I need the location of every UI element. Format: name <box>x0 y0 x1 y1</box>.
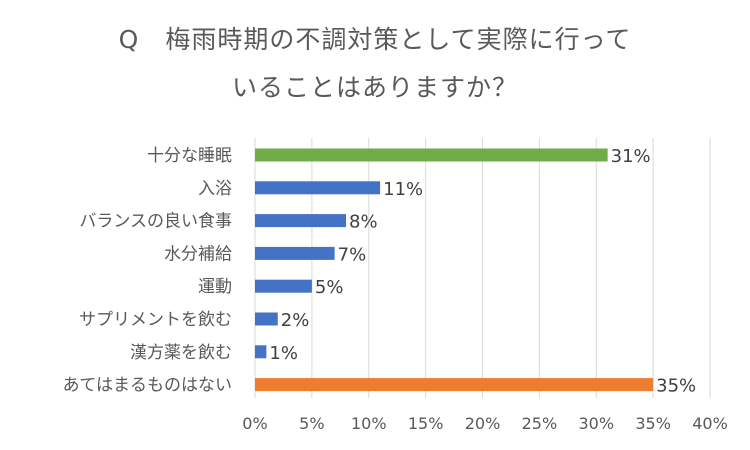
data-label: 7% <box>338 244 367 265</box>
bar <box>255 246 335 260</box>
x-tick-label: 20% <box>465 414 501 433</box>
category-label: バランスの良い食事 <box>79 212 232 232</box>
x-tick-label: 0% <box>242 414 267 433</box>
bar <box>255 214 346 228</box>
data-label: 2% <box>281 310 310 331</box>
x-tick-label: 40% <box>692 414 728 433</box>
data-label: 5% <box>315 277 344 298</box>
bar <box>255 345 267 359</box>
data-label: 8% <box>349 212 378 233</box>
bar <box>255 181 381 195</box>
data-label: 1% <box>269 343 298 364</box>
x-tick-label: 10% <box>351 414 387 433</box>
x-tick-label: 35% <box>635 414 671 433</box>
category-label: 入浴 <box>198 179 232 199</box>
chart-title-line-1: Q 梅雨時期の不調対策として実際に行って <box>118 25 632 54</box>
x-tick-label: 15% <box>408 414 444 433</box>
category-label: 水分補給 <box>164 244 232 264</box>
data-label: 35% <box>656 376 696 397</box>
x-tick-label: 30% <box>578 414 614 433</box>
category-label: 運動 <box>198 277 232 297</box>
bar <box>255 148 608 162</box>
category-label: 十分な睡眠 <box>147 146 232 166</box>
category-label: 漢方薬を飲む <box>130 343 232 363</box>
category-label: あてはまるものはない <box>63 376 232 396</box>
x-tick-label: 25% <box>522 414 558 433</box>
category-label: サプリメントを飲む <box>79 310 232 330</box>
data-label: 31% <box>611 146 651 167</box>
data-label: 11% <box>383 179 423 200</box>
bar <box>255 378 654 392</box>
bar <box>255 279 312 293</box>
x-tick-label: 5% <box>299 414 324 433</box>
chart-title-line-2: いることはありますか？ <box>231 73 518 102</box>
bar <box>255 312 278 326</box>
